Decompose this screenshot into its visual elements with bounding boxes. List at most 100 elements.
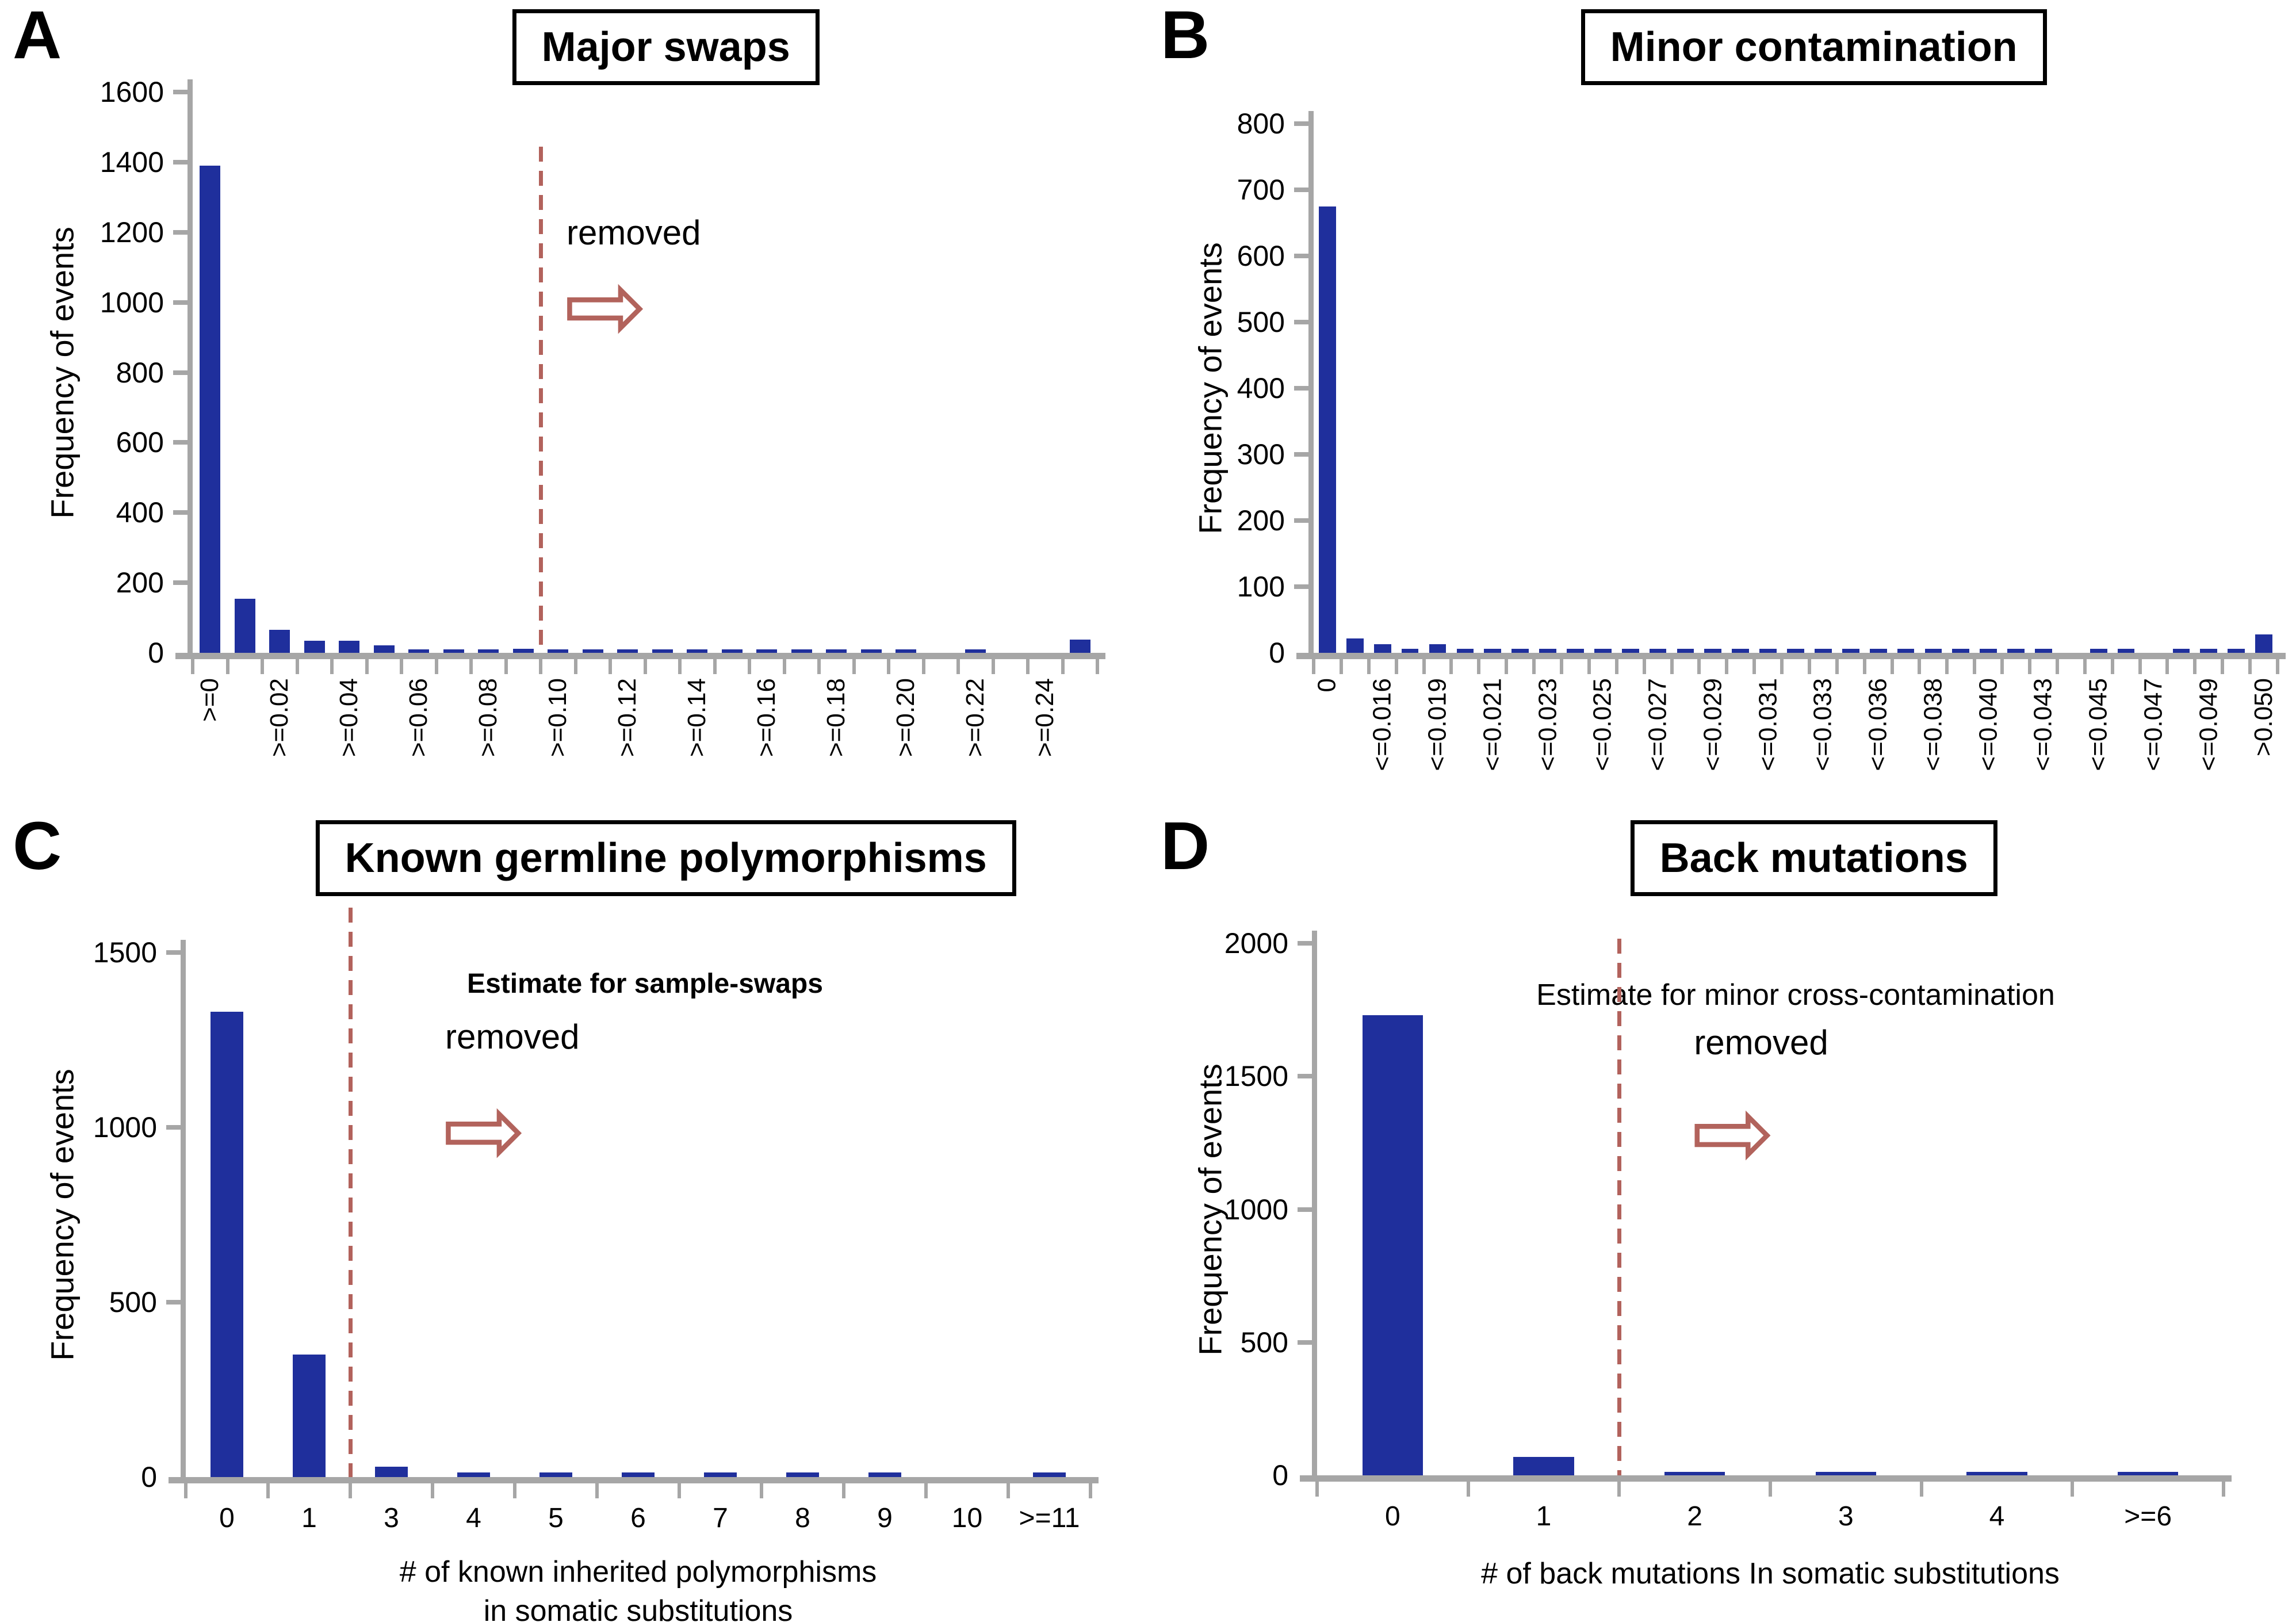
y-tick-label: 2000 [1224,927,1288,959]
x-tick-mark [760,1483,763,1498]
bar [1924,649,1942,653]
right-arrow-icon: ⇨ [1691,1077,1775,1189]
y-tick-label: 0 [141,1461,157,1493]
bar [1869,649,1887,653]
x-tick-label: 10 [951,1503,983,1533]
x-tick-mark [1339,659,1343,674]
bar [756,649,778,653]
x-tick-mark [266,1483,270,1498]
x-tick-mark [887,659,890,674]
y-tick-mark [1294,518,1308,523]
bar [791,649,812,653]
bar [2118,1472,2179,1475]
y-tick-label: 600 [116,426,164,459]
x-tick-mark [1559,659,1563,674]
y-tick-mark [173,90,187,94]
y-tick-label: 1000 [1224,1193,1288,1226]
x-tick-mark [469,659,473,674]
y-tick-label: 0 [1269,637,1285,669]
chart-area-germline-polymorphisms: 0 500 1000 1500 0 1 3 4 5 6 7 8 9 10 >=11 Frequency of … [0,811,1148,1622]
x-tick-label: 0 [219,1503,235,1533]
x-axis-line [169,1477,1099,1483]
x-tick-label-text: <=0.040 [1974,678,2003,771]
x-tick-mark [2083,659,2087,674]
x-axis-line [1300,1475,2232,1482]
y-tick-label: 200 [116,567,164,599]
x-tick-mark [1752,659,1757,674]
bar [621,1472,655,1477]
x-tick-label-text: <=0.021 [1478,678,1507,771]
x-tick-label-text: >=0.02 [265,678,294,758]
y-tick-mark [1294,452,1308,457]
x-tick-mark [609,659,612,674]
bar [2007,649,2025,653]
x-tick-mark [1587,659,1591,674]
panel-letter: D [1161,808,1210,884]
bar [457,1472,491,1477]
panel-letter: B [1161,0,1210,73]
bar [548,649,569,653]
x-tick-mark [2028,659,2032,674]
bar [1456,649,1474,653]
x-tick-mark [924,1483,928,1498]
x-tick-label-text: >=0.16 [752,678,781,758]
x-tick-label-text: >=0.10 [544,678,572,758]
x-tick-label-text: 0 [1312,678,1341,693]
x-tick-mark [191,659,194,674]
y-tick-mark [1298,1207,1312,1212]
bar [617,649,638,653]
x-tick-label: 9 [877,1503,893,1533]
x-tick-mark [2110,659,2114,674]
bar [1621,649,1639,653]
y-tick-label: 500 [1237,306,1285,338]
x-tick-mark [1061,659,1065,674]
y-tick-label: 500 [109,1286,157,1318]
bar [1815,649,1832,653]
x-tick-mark [225,659,229,674]
x-tick-mark [643,659,647,674]
bar [1032,1472,1066,1477]
panel-title: Known germline polymorphisms [315,820,1016,896]
x-tick-label: 7 [713,1503,728,1533]
bar [200,165,221,653]
x-tick-label-text: <=0.033 [1808,678,1837,771]
y-tick-label: 200 [1237,504,1285,537]
bar [269,630,290,653]
x-tick-mark [748,659,751,674]
y-tick-label: 1500 [1224,1060,1288,1093]
x-tick-label-text: >=0.12 [613,678,642,758]
bar [2255,634,2272,653]
x-tick-mark [1466,1482,1470,1497]
removed-threshold-line [349,908,353,1477]
y-tick-mark [173,580,187,586]
x-tick-mark [349,1483,352,1498]
bar [408,649,430,653]
y-tick-label: 800 [1237,108,1285,140]
panel-minor-contamination: B Minor contamination 0 100 200 300 400 500 60… [1148,0,2296,1012]
y-axis-title-text: Frequency of events [1192,242,1229,534]
bar [539,1472,573,1477]
bar [1897,649,1915,653]
x-tick-mark [1973,659,1977,674]
x-tick-mark [2000,659,2004,674]
bar [443,649,464,653]
x-tick-label-text: <=0.025 [1588,678,1617,771]
x-axis-line [1296,653,2286,659]
x-tick-mark [2055,659,2059,674]
panel-letter: A [13,0,62,73]
y-tick-mark [173,510,187,515]
x-tick-mark [595,1483,599,1498]
y-tick-mark [166,1300,181,1305]
bar [1567,649,1584,653]
y-tick-label: 500 [1240,1326,1288,1359]
x-tick-mark [539,659,542,674]
x-tick-mark [513,1483,516,1498]
x-tick-mark [852,659,856,674]
x-tick-mark [2165,659,2169,674]
y-axis-title-text: Frequency of events [44,1069,81,1361]
bar [1952,649,1970,653]
bar [868,1472,902,1477]
bar [1401,649,1419,653]
y-tick-label: 1000 [100,286,164,319]
